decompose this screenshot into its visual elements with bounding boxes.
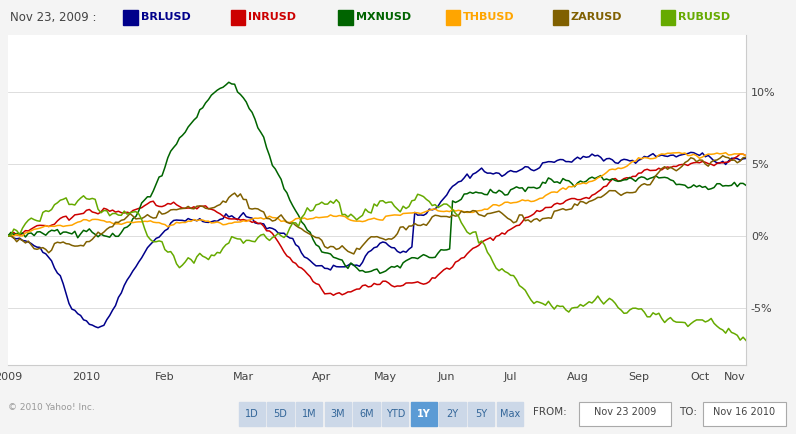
Bar: [338, 10, 353, 25]
Bar: [411, 402, 437, 426]
Text: Aug: Aug: [567, 372, 588, 382]
Bar: [579, 402, 671, 426]
Text: Sep: Sep: [628, 372, 649, 382]
Text: Jul: Jul: [504, 372, 517, 382]
Text: 2009: 2009: [0, 372, 22, 382]
Text: Jun: Jun: [438, 372, 455, 382]
Text: Nov 23 2009: Nov 23 2009: [594, 407, 656, 417]
Text: Max: Max: [500, 409, 520, 419]
Bar: [353, 402, 380, 426]
Text: MXNUSD: MXNUSD: [356, 13, 411, 23]
Bar: [231, 10, 245, 25]
Text: 5D: 5D: [274, 409, 287, 419]
Text: Mar: Mar: [232, 372, 254, 382]
Text: 1M: 1M: [302, 409, 317, 419]
Text: Apr: Apr: [312, 372, 331, 382]
Text: Nov: Nov: [724, 372, 745, 382]
Text: 1Y: 1Y: [417, 409, 431, 419]
Text: FROM:: FROM:: [533, 407, 567, 417]
Text: © 2010 Yahoo! Inc.: © 2010 Yahoo! Inc.: [8, 402, 95, 411]
Bar: [497, 402, 523, 426]
Bar: [123, 10, 138, 25]
Text: 2Y: 2Y: [447, 409, 458, 419]
Bar: [446, 10, 460, 25]
Bar: [439, 402, 466, 426]
Text: Nov 23, 2009 :: Nov 23, 2009 :: [10, 11, 96, 24]
Text: Feb: Feb: [155, 372, 174, 382]
Text: TO:: TO:: [679, 407, 697, 417]
Text: 2010: 2010: [72, 372, 100, 382]
Text: May: May: [374, 372, 397, 382]
Bar: [239, 402, 265, 426]
Text: 6M: 6M: [359, 409, 374, 419]
Text: 5Y: 5Y: [475, 409, 487, 419]
Text: 3M: 3M: [330, 409, 345, 419]
Bar: [661, 10, 675, 25]
Text: Nov 16 2010: Nov 16 2010: [713, 407, 775, 417]
Text: ZARUSD: ZARUSD: [571, 13, 622, 23]
Bar: [267, 402, 294, 426]
Bar: [296, 402, 322, 426]
Text: RUBUSD: RUBUSD: [678, 13, 730, 23]
Bar: [382, 402, 408, 426]
Bar: [325, 402, 351, 426]
Bar: [553, 10, 568, 25]
Text: YTD: YTD: [385, 409, 405, 419]
Text: Oct: Oct: [690, 372, 709, 382]
Text: 1D: 1D: [245, 409, 259, 419]
Bar: [468, 402, 494, 426]
Text: BRLUSD: BRLUSD: [141, 13, 191, 23]
Bar: [703, 402, 786, 426]
Text: INRUSD: INRUSD: [248, 13, 296, 23]
Text: THBUSD: THBUSD: [463, 13, 515, 23]
